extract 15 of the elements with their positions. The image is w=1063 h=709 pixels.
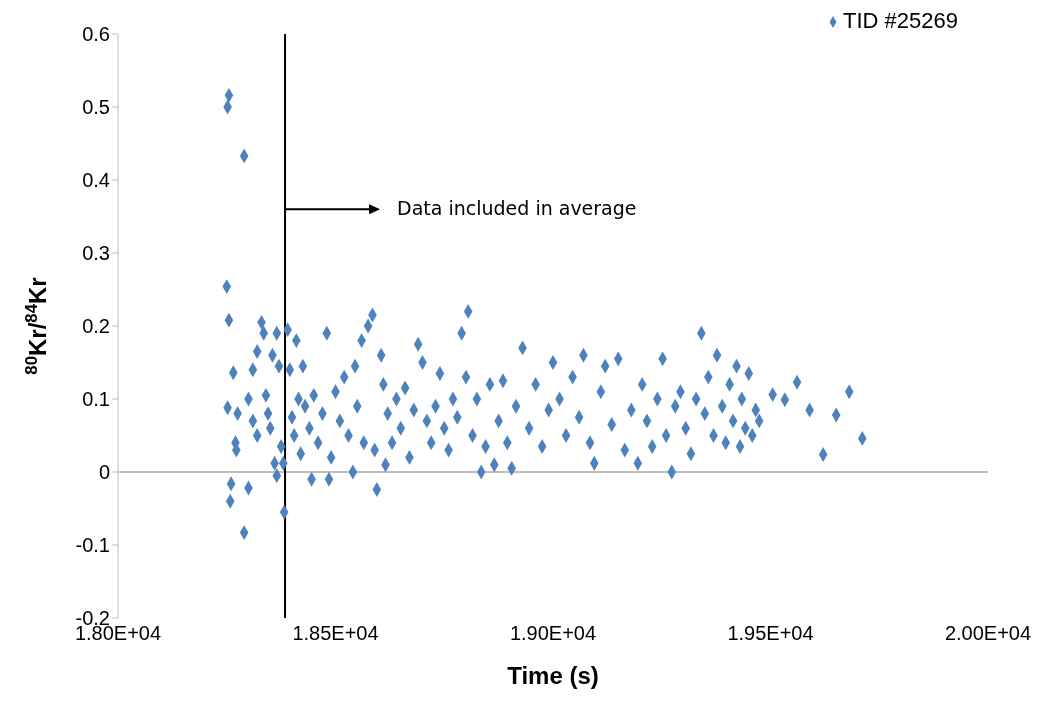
y-tick-label: -0.1 — [75, 534, 110, 557]
x-tick-label: 1.85E+04 — [292, 622, 379, 645]
y-tick-label: 0.6 — [82, 23, 110, 46]
x-tick-label: 2.00E+04 — [944, 622, 1032, 645]
legend-label: TID #25269 — [843, 8, 958, 33]
y-tick-label: 0.3 — [82, 242, 110, 265]
x-tick-label: 1.95E+04 — [727, 622, 814, 645]
y-tick-label: 0.5 — [82, 96, 110, 119]
x-tick-label: 1.90E+04 — [509, 622, 597, 645]
y-tick-label: 0.1 — [82, 388, 110, 411]
annotation: Data included in average — [397, 197, 637, 220]
x-axis-title: Time (s) — [507, 662, 599, 689]
y-tick-label: 0.2 — [82, 315, 110, 338]
y-tick-label: 0.4 — [82, 169, 110, 192]
y-tick-label: 0 — [98, 461, 110, 484]
